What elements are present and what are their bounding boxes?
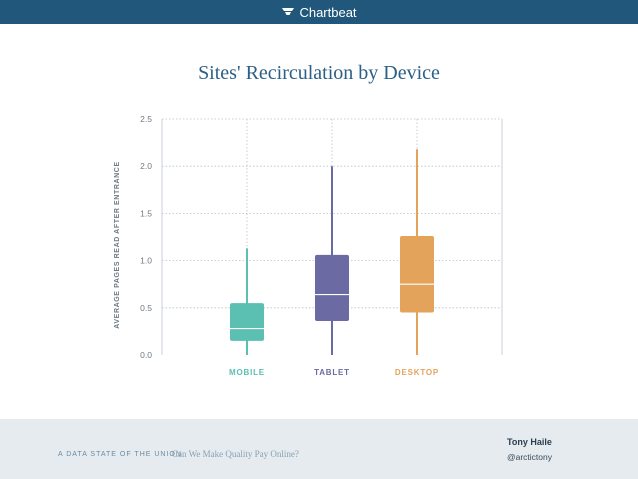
y-tick-label: 0.0	[140, 350, 152, 360]
brand-name: Chartbeat	[299, 4, 357, 20]
x-category-label: TABLET	[314, 368, 350, 377]
y-axis-label: AVERAGE PAGES READ AFTER ENTRANCE	[114, 161, 121, 328]
y-tick-label: 2.5	[140, 114, 152, 124]
box	[315, 254, 349, 322]
top-bar	[0, 0, 638, 24]
y-tick-label: 2.0	[140, 161, 152, 171]
y-tick-label: 1.0	[140, 256, 152, 266]
author-name: Tony Haile	[507, 437, 552, 447]
author-handle: @arctictony	[507, 452, 553, 462]
footer-series-label: A DATA STATE OF THE UNION	[58, 451, 182, 458]
chartbeat-logo-icon	[282, 8, 295, 15]
x-category-label: MOBILE	[229, 368, 265, 377]
footer-subtitle: Can We Make Quality Pay Online?	[172, 449, 299, 459]
y-tick-label: 1.5	[140, 208, 152, 218]
box-plot: 0.0 0.5 1.0 1.5 2.0 2.5 MOBILE TABLET DESKTOP AVE…	[114, 114, 503, 377]
y-tick-label: 0.5	[140, 303, 152, 313]
chart-title: Sites' Recirculation by Device	[198, 62, 440, 84]
x-category-label: DESKTOP	[395, 368, 439, 377]
brand: Chartbeat	[0, 0, 638, 24]
box	[400, 236, 434, 313]
box	[230, 303, 264, 341]
footer	[0, 419, 638, 479]
